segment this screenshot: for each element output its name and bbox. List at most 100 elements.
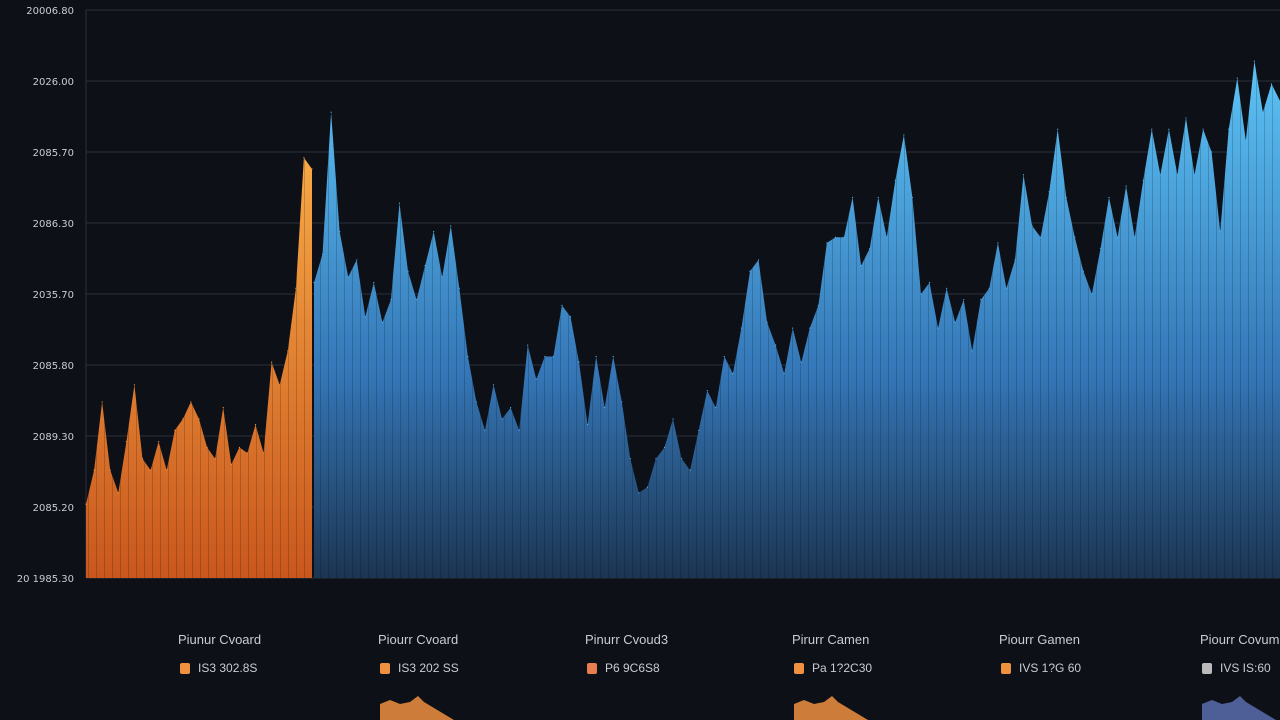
data-point xyxy=(963,299,965,301)
data-point xyxy=(433,230,435,233)
legend-item: Piunur Cvoard IS3 302.8S xyxy=(178,632,378,675)
data-point xyxy=(997,242,999,244)
legend-item: Piourr Cvoard IS3 202 SS xyxy=(378,632,578,720)
y-tick-label: 2086.30 xyxy=(33,219,74,230)
data-point xyxy=(783,372,785,375)
data-point xyxy=(206,446,208,448)
data-point xyxy=(629,458,631,460)
data-point xyxy=(295,287,297,289)
data-point xyxy=(1270,83,1273,85)
data-point xyxy=(450,225,452,227)
data-point xyxy=(715,407,717,409)
data-point xyxy=(860,265,862,267)
data-point xyxy=(1057,128,1059,130)
y-tick-label: 2035.70 xyxy=(33,290,74,301)
data-point xyxy=(988,287,990,289)
data-point xyxy=(698,429,700,431)
data-point xyxy=(1159,174,1161,176)
data-point xyxy=(775,344,777,346)
data-point xyxy=(655,458,657,460)
data-point xyxy=(141,458,144,460)
legend-item: Piourr Gamen IVS 1?G 60 xyxy=(999,632,1199,675)
data-point xyxy=(117,492,119,494)
data-point xyxy=(222,407,224,409)
data-point xyxy=(125,441,127,443)
data-point xyxy=(834,236,837,238)
y-tick-label: 20006.80 xyxy=(26,6,74,17)
data-point xyxy=(271,361,273,363)
data-point xyxy=(424,265,426,267)
data-point xyxy=(174,429,176,431)
legend-value-row: P6 9C6S8 xyxy=(587,661,785,675)
data-point xyxy=(1228,128,1230,130)
legend-title: Piunur Cvoard xyxy=(178,632,262,647)
data-point xyxy=(1116,236,1119,238)
data-point xyxy=(646,486,648,488)
area-chart: 20006.80 2026.00 2085.70 2086.30 2035.70 2085… xyxy=(17,6,1280,585)
data-point xyxy=(663,446,666,448)
data-point xyxy=(1262,111,1264,113)
data-point xyxy=(843,236,845,238)
data-point xyxy=(911,196,914,199)
data-point xyxy=(407,270,409,272)
data-point xyxy=(612,355,614,358)
series-stripes xyxy=(314,61,1280,579)
data-point xyxy=(133,384,136,386)
data-point xyxy=(740,327,743,329)
series-stripes xyxy=(86,157,312,578)
data-point xyxy=(1245,140,1247,142)
data-point xyxy=(166,469,168,471)
data-point xyxy=(501,418,503,420)
data-point xyxy=(561,304,563,306)
data-point xyxy=(149,469,152,471)
data-point xyxy=(441,276,443,278)
series-1 xyxy=(313,60,1280,579)
data-point xyxy=(1202,128,1204,130)
data-point xyxy=(518,429,520,431)
data-point xyxy=(381,321,383,323)
data-point xyxy=(621,401,623,403)
data-point xyxy=(398,202,401,204)
data-point xyxy=(937,327,939,329)
data-point xyxy=(1125,185,1127,187)
legend-value: IVS 1?G 60 xyxy=(1019,661,1082,675)
data-point xyxy=(723,355,725,358)
data-point xyxy=(877,196,879,199)
data-point xyxy=(1236,77,1238,79)
data-point xyxy=(757,259,760,261)
data-point xyxy=(535,378,537,380)
y-tick-label: 2085.70 xyxy=(33,148,74,159)
legend-value: P6 9C6S8 xyxy=(605,661,660,675)
legend-sparkline xyxy=(380,696,454,720)
data-point xyxy=(1219,230,1221,233)
legend-swatch xyxy=(180,662,190,674)
data-point xyxy=(458,287,460,289)
y-tick-label: 2085.20 xyxy=(33,503,74,514)
data-point xyxy=(980,299,982,301)
data-point xyxy=(339,230,341,233)
data-point xyxy=(792,327,794,329)
data-point xyxy=(946,287,948,289)
data-point xyxy=(689,469,691,471)
legend-value-row: IS3 202 SS xyxy=(380,661,578,675)
data-point xyxy=(254,424,257,426)
data-point xyxy=(311,168,313,170)
data-point xyxy=(1168,128,1170,130)
data-point xyxy=(544,355,546,358)
data-point xyxy=(1005,287,1008,289)
data-point xyxy=(1151,128,1153,130)
data-point xyxy=(732,372,734,375)
legend-value: IVS IS:60 xyxy=(1220,661,1271,675)
data-point xyxy=(364,316,366,318)
data-point xyxy=(1048,191,1050,193)
legend-value: IS3 202 SS xyxy=(398,661,459,675)
legend-title: Piourr Gamen xyxy=(999,632,1080,647)
series-0 xyxy=(85,157,313,578)
y-tick-label: 2085.80 xyxy=(33,361,74,372)
legend-title: Piourr Cvoard xyxy=(378,632,459,647)
data-point xyxy=(198,418,200,420)
legend-value-row: Pa 1?2C30 xyxy=(794,661,992,675)
data-point xyxy=(1193,174,1196,176)
data-point xyxy=(182,418,184,420)
legend-value: IS3 302.8S xyxy=(198,661,258,675)
